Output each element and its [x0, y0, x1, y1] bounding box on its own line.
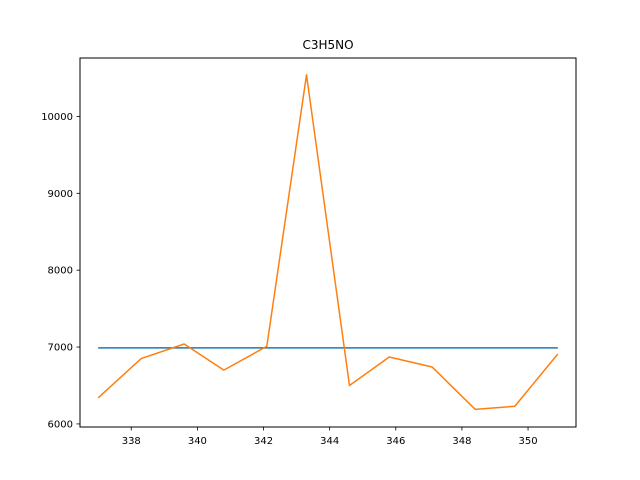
- y-tick-label: 6000: [48, 419, 73, 430]
- y-tick-label: 10000: [41, 112, 73, 123]
- x-tick-label: 340: [188, 436, 207, 447]
- series-layer: [97, 74, 559, 411]
- y-axis-ticks: 6000 7000 8000 9000 10000: [41, 112, 80, 430]
- x-axis-ticks: 338 340 342 344 346 348 350: [122, 427, 538, 447]
- plot-frame: [79, 57, 577, 428]
- chart-title: C3H5NO: [302, 38, 353, 52]
- x-tick-label: 350: [519, 436, 538, 447]
- x-tick-label: 344: [320, 436, 339, 447]
- x-tick-label: 346: [386, 436, 405, 447]
- series-line-2: [97, 74, 559, 411]
- x-tick-label: 338: [122, 436, 141, 447]
- y-tick-label: 9000: [48, 189, 73, 200]
- x-tick-label: 348: [452, 436, 471, 447]
- y-tick-label: 7000: [48, 343, 73, 354]
- y-tick-label: 8000: [48, 266, 73, 277]
- x-tick-label: 342: [254, 436, 273, 447]
